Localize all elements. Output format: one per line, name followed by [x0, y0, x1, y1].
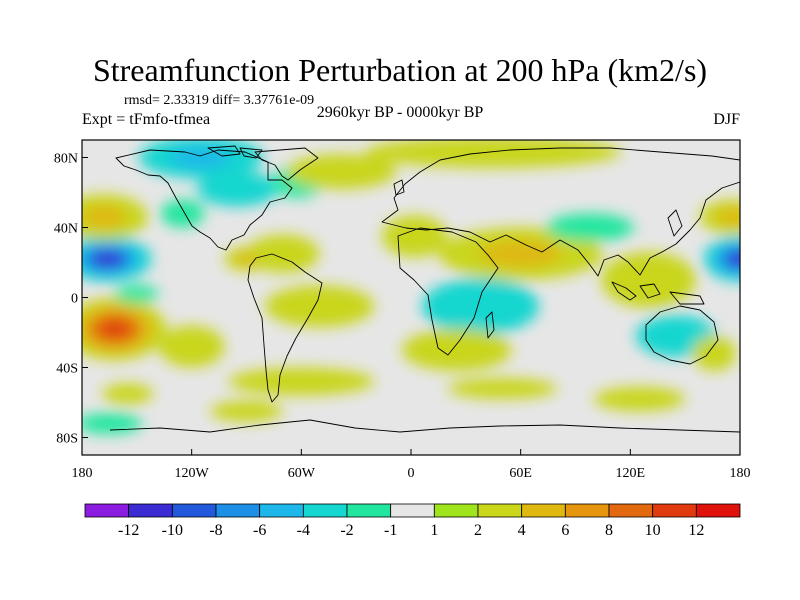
x-tick-label-5: 120E [616, 466, 646, 481]
anomaly-24-level-0 [114, 285, 159, 303]
anomaly-4-level-1 [716, 208, 740, 226]
anomaly-26-level-0 [102, 383, 154, 405]
rmsd-diff-stats: rmsd= 2.33319 diff= 3.37761e-09 [124, 93, 315, 108]
coast-maritime-continent [611, 281, 705, 305]
colorbar-label-1: -10 [162, 522, 183, 539]
coast-japan [667, 209, 683, 237]
colorbar-label-5: -2 [340, 522, 353, 539]
season-label: DJF [713, 111, 740, 128]
colorbar-swatch-7 [390, 503, 435, 518]
anomaly-10-level-1 [235, 252, 258, 266]
colorbar-swatch-6 [346, 503, 392, 518]
y-tick-label-1: 40N [54, 222, 78, 237]
colorbar-swatch-3 [215, 503, 261, 518]
anomaly-12-level-0 [365, 140, 622, 168]
colorbar-swatch-11 [564, 503, 610, 518]
coast-arctic-islands [207, 145, 263, 159]
x-tick-label-3: 0 [408, 466, 415, 481]
coast-eurasia [381, 147, 740, 277]
anomaly-6-level-0 [197, 171, 278, 207]
anomaly-2-level-3 [102, 321, 128, 337]
colorbar-label-9: 4 [518, 522, 526, 539]
anomaly-7-level-0 [160, 199, 205, 228]
chart-title: Streamfunction Perturbation at 200 hPa (… [92, 52, 708, 88]
colorbar-swatch-12 [608, 503, 654, 518]
colorbar-swatch-8 [433, 503, 479, 518]
coast-south-america [247, 253, 323, 403]
colorbar-label-7: 1 [430, 522, 438, 539]
colorbar-swatch-4 [259, 503, 304, 518]
anomaly-14-level-0 [381, 215, 448, 258]
colorbar-label-8: 2 [474, 522, 482, 539]
anomaly-20-level-0 [593, 386, 686, 412]
colorbar-label-3: -6 [253, 522, 266, 539]
colorbar-label-10: 6 [561, 522, 569, 539]
anomaly-1-level-3 [730, 253, 740, 265]
anomaly-27-level-0 [264, 285, 375, 328]
coast-madagascar [485, 311, 495, 339]
colorbar-label-4: -4 [297, 522, 310, 539]
colorbar-swatch-2 [171, 503, 217, 518]
anomaly-0-level-3 [96, 253, 119, 265]
x-tick-label-0: 180 [72, 466, 93, 481]
colorbar-label-12: 10 [645, 522, 661, 539]
anomaly-21-level-0 [447, 378, 558, 399]
coast-africa [397, 227, 499, 356]
colorbar-swatch-9 [477, 503, 523, 518]
x-tick-label-4: 60E [509, 466, 532, 481]
y-tick-label-2: 0 [71, 292, 78, 307]
anomaly-29-level-0 [692, 336, 737, 371]
anomaly-28-level-0 [209, 400, 284, 422]
y-tick-label-0: 80N [54, 152, 78, 167]
anomaly-11-level-0 [286, 154, 397, 189]
x-tick-label-1: 120W [175, 466, 210, 481]
anomaly-16-level-0 [401, 329, 512, 371]
anomaly-25-level-0 [82, 413, 143, 434]
anomaly-17-level-0 [546, 213, 634, 242]
colorbar-swatch-0 [84, 503, 130, 518]
experiment-label: Expt = tFmfo-tfmea [82, 111, 211, 128]
colorbar-swatch-5 [302, 503, 348, 518]
x-tick-label-6: 180 [730, 466, 751, 481]
colorbar-label-2: -8 [209, 522, 222, 539]
colorbar-label-11: 8 [605, 522, 613, 539]
colorbar-swatch-14 [695, 503, 741, 518]
anomaly-22-level-0 [228, 367, 375, 396]
colorbar-label-13: 12 [688, 522, 704, 539]
x-tick-label-2: 60W [288, 466, 316, 481]
axes: 180 120W 60W 0 60E 120E 180 80N 40N 0 40S 80S [54, 152, 751, 482]
colorbar-label-6: -1 [384, 522, 397, 539]
anomaly-13-level-1 [479, 240, 562, 267]
anomaly-field [82, 140, 740, 434]
anomaly-15-level-0 [421, 278, 539, 335]
coast-uk [393, 179, 405, 196]
colorbar-swatch-1 [128, 503, 173, 518]
coastlines [109, 145, 740, 433]
coast-greenland [254, 147, 319, 181]
period-label: 2960kyr BP - 0000kyr BP [316, 104, 484, 121]
y-tick-label-4: 80S [56, 432, 78, 447]
anomaly-18-level-0 [601, 252, 697, 308]
colorbar-swatch-13 [652, 503, 697, 518]
anomaly-23-level-0 [158, 325, 225, 368]
colorbar-label-0: -12 [118, 522, 139, 539]
colorbar-swatch-10 [521, 503, 566, 518]
anomaly-3-level-1 [82, 205, 126, 229]
coast-antarctica [109, 419, 740, 433]
coast-north-america [115, 149, 293, 251]
y-tick-label-3: 40S [56, 362, 78, 377]
coast-australia [645, 305, 719, 365]
colorbar: -12 -10 -8 -6 -4 -2 -1 1 2 4 6 8 10 12 [84, 503, 741, 539]
